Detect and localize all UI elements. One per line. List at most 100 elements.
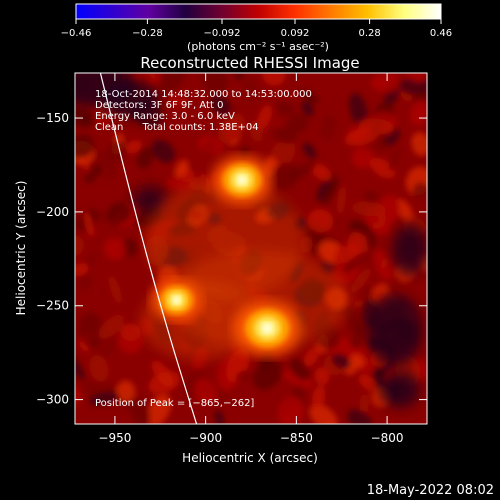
colorbar-tick-label: −0.46 (61, 28, 92, 39)
plot-frame (74, 72, 428, 425)
texture-blob (118, 328, 143, 354)
colorbar-tick-label: 0.46 (430, 28, 452, 39)
texture-blob (321, 178, 340, 207)
texture-blob (349, 93, 368, 127)
texture-blob (349, 354, 365, 368)
texture-blob (277, 396, 304, 424)
texture-blob (412, 182, 427, 199)
image-texture (75, 73, 427, 424)
texture-blob (347, 409, 372, 424)
texture-blob (312, 385, 326, 409)
colorbar-tick-label: 0.092 (281, 28, 310, 39)
texture-blob (298, 88, 319, 104)
texture-blob (417, 79, 427, 93)
texture-blob (302, 142, 317, 159)
texture-blob (201, 73, 229, 94)
colorbar-tick-label: 0.28 (358, 28, 380, 39)
texture-blob (75, 134, 95, 158)
generation-timestamp: 18-May-2022 08:02 (367, 483, 494, 498)
texture-blob (349, 337, 362, 349)
x-tick-label: −850 (280, 431, 313, 445)
texture-blob (307, 209, 334, 233)
info-annotations: 18-Oct-2014 14:48:32.000 to 14:53:00.000… (95, 89, 312, 133)
texture-blob (398, 78, 422, 95)
texture-blob (350, 268, 371, 293)
dark-region (380, 372, 420, 408)
colorbar: −0.46 −0.28 −0.092 0.092 0.28 0.46 (photons c… (61, 3, 452, 53)
texture-blob (363, 191, 379, 203)
y-tick-label: −300 (36, 393, 69, 407)
texture-blob (235, 370, 253, 382)
texture-blob (336, 185, 347, 216)
texture-blob (78, 273, 92, 291)
texture-blob (242, 78, 259, 102)
texture-blob (145, 73, 161, 86)
annotation-time-range: 18-Oct-2014 14:48:32.000 to 14:53:00.000 (95, 89, 312, 100)
y-axis-label: Heliocentric Y (arcsec) (14, 181, 28, 316)
texture-blob (174, 159, 189, 179)
texture-blob (268, 162, 300, 191)
texture-blob (410, 357, 427, 382)
texture-blob (109, 217, 123, 228)
colorbar-tick-label: −0.092 (203, 28, 240, 39)
image-plot-area (75, 73, 427, 424)
texture-blob (161, 73, 186, 92)
texture-blob (261, 73, 286, 86)
texture-blob (198, 136, 224, 155)
texture-blob (136, 146, 153, 170)
texture-blob (147, 394, 172, 424)
texture-blob (342, 251, 370, 273)
y-axis-ticks: −150 −200 −250 −300 (36, 111, 427, 407)
colorbar-gradient (75, 3, 442, 20)
texture-blob (360, 285, 373, 300)
dark-region (367, 294, 423, 366)
texture-blob (209, 94, 232, 116)
texture-blob (148, 371, 180, 394)
texture-blob (194, 378, 218, 405)
texture-blob (116, 380, 136, 403)
texture-blob (388, 146, 402, 172)
x-tick-label: −900 (189, 431, 222, 445)
source-peak (172, 295, 182, 305)
texture-blob (214, 409, 225, 424)
texture-blob (377, 194, 401, 226)
texture-blob (320, 114, 337, 140)
texture-blob (281, 370, 314, 388)
source-blob (233, 300, 302, 357)
x-axis-ticks: −950 −900 −850 −800 (98, 73, 404, 445)
source-group (151, 155, 302, 357)
texture-blob (286, 114, 309, 134)
texture-blob (301, 101, 314, 117)
texture-blob (370, 73, 401, 93)
texture-blob (107, 202, 131, 225)
texture-blob (348, 219, 371, 234)
texture-blob (352, 147, 373, 169)
texture-blob (89, 354, 109, 382)
texture-blob (252, 360, 283, 390)
colorbar-ticks: −0.46 −0.28 −0.092 0.092 0.28 0.46 (61, 19, 452, 39)
peak-position-label: Position of Peak = [−865,−262] (95, 398, 254, 409)
texture-blob (411, 132, 427, 156)
colorbar-unit-label: (photons cm⁻² s⁻¹ asec⁻²) (187, 40, 329, 53)
annotation-detectors: Detectors: 3F 6F 9F, Att 0 (95, 100, 223, 111)
texture-blob (311, 164, 332, 182)
y-tick-label: −150 (36, 111, 69, 125)
solar-limb-curve (99, 73, 198, 424)
texture-blob (98, 314, 125, 339)
texture-blob (217, 113, 246, 144)
texture-blob (103, 237, 126, 260)
texture-blob (75, 352, 86, 381)
texture-blob (108, 275, 122, 304)
texture-blob (95, 209, 110, 222)
texture-blob (351, 201, 386, 217)
x-tick-label: −800 (371, 431, 404, 445)
texture-blob (275, 101, 295, 115)
dark-region (392, 224, 427, 276)
texture-blob (303, 347, 319, 367)
source-peak (236, 174, 248, 186)
texture-blob (372, 250, 389, 269)
texture-blob (83, 211, 94, 237)
warm-regions (140, 180, 350, 360)
